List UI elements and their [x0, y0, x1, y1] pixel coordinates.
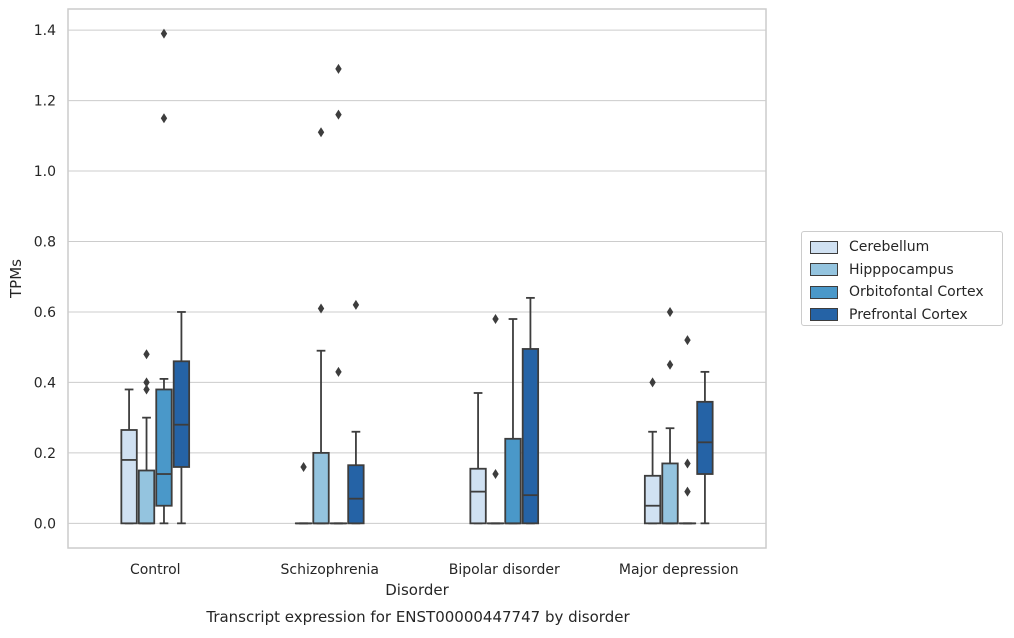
x-tick-label: Schizophrenia [281, 562, 379, 578]
x-tick-label: Bipolar disorder [449, 562, 560, 578]
box-body [156, 389, 171, 505]
x-tick-label: Major depression [619, 562, 739, 578]
chart-caption: Transcript expression for ENST0000044774… [205, 608, 630, 626]
y-tick-label: 0.8 [34, 235, 56, 251]
box-body [174, 361, 189, 467]
legend-label: Prefrontal Cortex [849, 307, 968, 323]
legend-item: Prefrontal Cortex [810, 304, 1002, 327]
legend-item: Orbitofontal Cortex [810, 281, 1002, 304]
x-axis-label: Disorder [385, 581, 449, 599]
plot-area [68, 9, 766, 548]
box-body [505, 439, 520, 524]
y-tick-label: 1.2 [34, 94, 56, 110]
y-tick-label: 0.4 [34, 375, 56, 391]
y-tick-label: 1.4 [34, 23, 56, 39]
legend: Cerebellum Hipppocampus Orbitofontal Corte… [801, 231, 1003, 326]
x-tick-label: Control [130, 562, 181, 578]
legend-swatch [810, 241, 838, 254]
legend-label: Orbitofontal Cortex [849, 284, 984, 300]
box-body [121, 430, 136, 523]
box-body [662, 463, 677, 523]
legend-label: Hipppocampus [849, 262, 954, 278]
box-body [139, 470, 154, 523]
y-tick-label: 0.6 [34, 305, 56, 321]
legend-swatch [810, 263, 838, 276]
legend-item: Hipppocampus [810, 259, 1002, 282]
y-tick-label: 1.0 [34, 164, 56, 180]
y-tick-label: 0.2 [34, 446, 56, 462]
legend-swatch [810, 286, 838, 299]
y-axis-label: TPMs [7, 259, 25, 299]
y-tick-label: 0.0 [34, 516, 56, 532]
legend-item: Cerebellum [810, 236, 1002, 259]
box-body [313, 453, 328, 523]
box-body [645, 476, 660, 524]
box-body [470, 469, 485, 524]
box-body [523, 349, 538, 523]
legend-swatch [810, 308, 838, 321]
box-body [348, 465, 363, 523]
box-body [697, 402, 712, 474]
legend-label: Cerebellum [849, 239, 929, 255]
